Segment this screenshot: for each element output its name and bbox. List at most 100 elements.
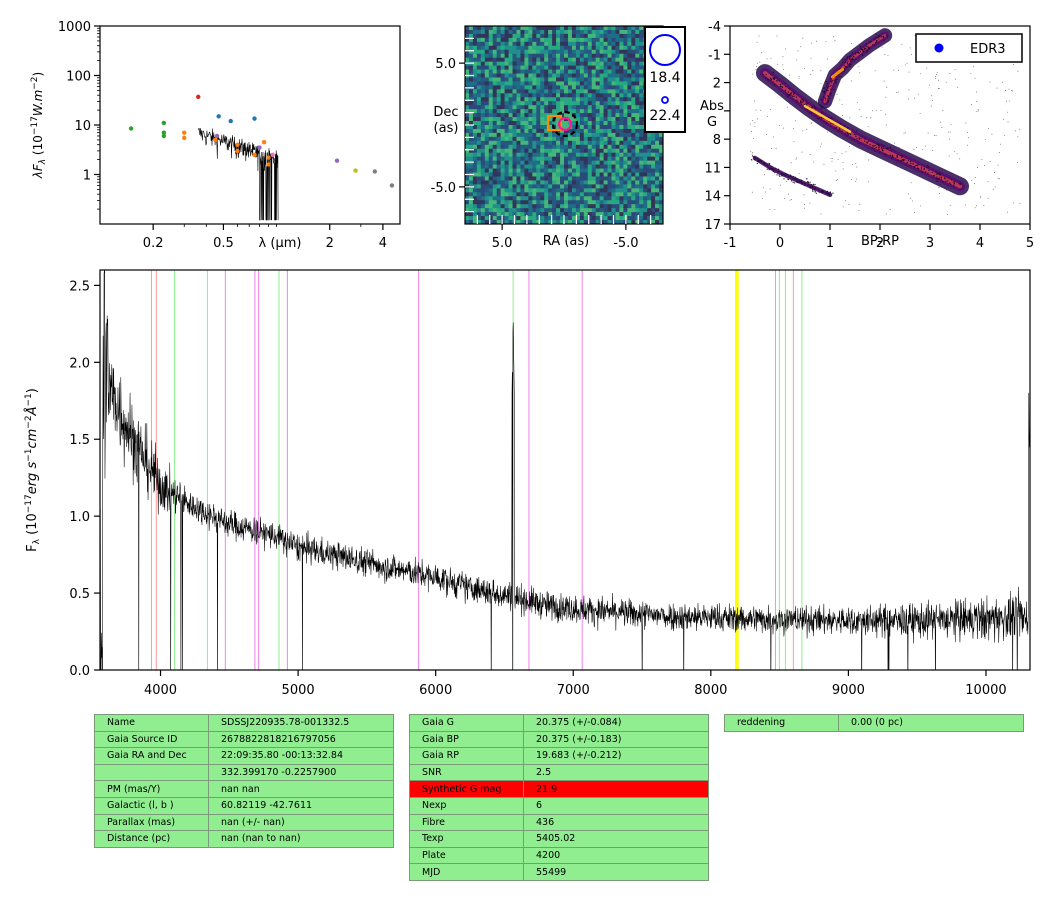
cmd-field-star	[849, 117, 851, 119]
cmd-star	[770, 78, 772, 80]
image-pixel	[548, 109, 553, 114]
cmd-star	[793, 95, 795, 97]
image-pixel	[492, 204, 497, 209]
image-pixel	[639, 26, 644, 31]
image-pixel	[567, 172, 573, 177]
image-pixel	[544, 212, 549, 217]
image-pixel	[639, 81, 644, 86]
image-pixel	[476, 57, 482, 62]
cmd-star	[792, 181, 794, 183]
image-pixel	[635, 184, 640, 189]
image-pixel	[560, 132, 565, 138]
image-pixel	[631, 77, 636, 82]
image-pixel	[635, 29, 640, 35]
image-pixel	[599, 128, 604, 134]
spectrum-ytick-label: 0.0	[69, 664, 90, 679]
image-pixel	[540, 41, 545, 47]
cmd-star	[825, 192, 828, 194]
cmd-star	[949, 182, 951, 184]
image-pixel	[544, 184, 549, 189]
image-pixel	[647, 172, 652, 177]
cmd-ytick-label: 8	[713, 133, 721, 148]
cmd-star	[849, 55, 851, 57]
cmd-star	[835, 82, 838, 84]
image-pixel	[472, 128, 478, 134]
image-pixel	[579, 176, 585, 181]
image-pixel	[615, 105, 620, 110]
image-pixel	[591, 117, 596, 122]
cmd-star	[817, 117, 820, 120]
image-pixel	[603, 85, 608, 90]
cmd-field-star	[872, 110, 874, 112]
image-pixel	[480, 220, 486, 224]
image-pixel	[611, 57, 616, 62]
image-pixel	[639, 57, 644, 62]
image-pixel	[552, 184, 557, 189]
sed-point	[261, 139, 267, 145]
image-pixel	[567, 81, 573, 86]
image-pixel	[599, 26, 604, 31]
cmd-star	[803, 103, 805, 105]
image-pixel	[540, 216, 545, 221]
image-pixel	[508, 144, 513, 150]
image-pixel	[560, 164, 565, 169]
image-pixel	[532, 200, 537, 205]
image-pixel	[488, 176, 494, 181]
image-pixel	[587, 204, 593, 209]
image-pixel	[619, 69, 624, 74]
image-pixel	[647, 216, 652, 221]
cmd-star	[826, 85, 828, 87]
image-pixel	[552, 172, 557, 177]
image-pixel	[627, 168, 632, 173]
image-pixel	[544, 156, 549, 161]
image-pixel	[496, 73, 501, 78]
cmd-field-star	[1013, 202, 1015, 204]
image-pixel	[599, 156, 604, 161]
cmd-star	[869, 42, 871, 44]
image-pixel	[532, 204, 537, 209]
image-pixel	[627, 93, 632, 98]
cmd-star	[813, 105, 815, 108]
cmd-field-star	[834, 151, 836, 153]
image-pixel	[524, 192, 529, 197]
image-pixel	[484, 37, 490, 43]
image-pixel	[631, 156, 636, 161]
image-pixel	[512, 212, 517, 217]
image-pixel	[512, 89, 517, 94]
cmd-field-star	[898, 69, 900, 71]
image-pixel	[480, 188, 486, 193]
cmd-field-star	[782, 68, 784, 70]
table-key-cell: Parallax (mas)	[94, 813, 209, 832]
image-pixel	[623, 81, 628, 86]
cmd-star	[801, 183, 803, 185]
image-pixel	[544, 26, 549, 31]
image-pixel	[627, 37, 632, 43]
cmd-field-star	[984, 165, 986, 167]
cmd-star	[800, 103, 803, 105]
image-pixel	[472, 33, 478, 39]
cmd-field-star	[792, 128, 794, 130]
image-pixel	[607, 132, 612, 138]
image-pixel	[544, 29, 549, 35]
cmd-field-star	[949, 138, 951, 140]
cmd-star	[864, 138, 866, 140]
image-pixel	[599, 136, 604, 142]
cmd-field-star	[954, 151, 956, 153]
cmd-field-star	[910, 53, 912, 55]
image-pixel	[603, 81, 608, 86]
image-pixel	[651, 144, 656, 150]
table-key-cell: Name	[94, 714, 209, 732]
image-pixel	[516, 148, 521, 154]
cmd-star	[843, 125, 845, 127]
sed-xlabel: λ (μm)	[259, 236, 302, 251]
image-pixel	[532, 33, 537, 39]
image-pixel	[611, 172, 616, 177]
image-pixel	[508, 216, 513, 221]
image-pixel	[560, 136, 565, 142]
image-pixel	[520, 156, 525, 161]
image-pixel	[579, 156, 585, 161]
image-pixel	[583, 200, 589, 205]
cmd-star	[792, 95, 794, 97]
image-pixel	[595, 85, 600, 90]
image-pixel	[583, 176, 589, 181]
